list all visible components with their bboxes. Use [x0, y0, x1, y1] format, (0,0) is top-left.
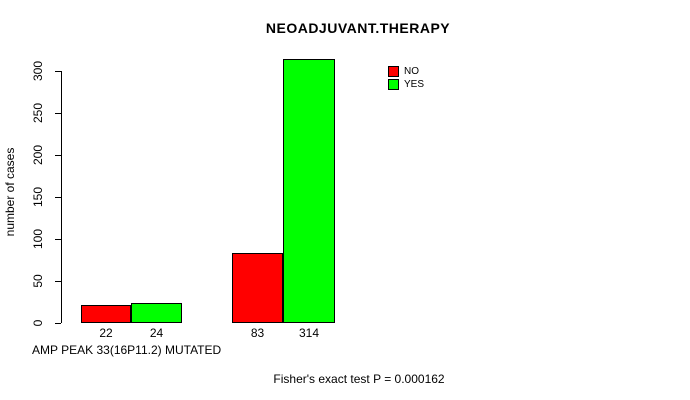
bar-yes-group1: [131, 303, 182, 323]
bar-no-group1: [81, 305, 131, 323]
fisher-test-annotation: Fisher's exact test P = 0.000162: [273, 372, 445, 386]
y-axis-tick-label: 50: [31, 274, 45, 288]
y-axis-tick-label: 300: [31, 60, 45, 82]
y-axis-tick-label: 250: [31, 102, 45, 124]
bar-value-label: 314: [298, 326, 320, 340]
y-axis-tick: [55, 113, 61, 114]
legend-label-no: NO: [404, 66, 419, 77]
y-axis-tick: [55, 197, 61, 198]
legend-label-yes: YES: [404, 79, 425, 90]
y-axis-tick-label: 200: [31, 144, 45, 166]
bar-value-label: 83: [250, 326, 265, 340]
legend-item-no: NO: [388, 65, 424, 78]
bar-yes-group2: [283, 59, 335, 323]
bar-value-label: 22: [99, 326, 113, 340]
y-axis-tick: [55, 155, 61, 156]
bar-value-label: 24: [149, 326, 164, 340]
y-axis-tick: [55, 239, 61, 240]
bar-no-group2: [232, 253, 283, 323]
y-axis-tick: [55, 323, 61, 324]
y-axis-tick: [55, 71, 61, 72]
x-axis-title: AMP PEAK 33(16P11.2) MUTATED: [32, 343, 222, 357]
legend-swatch-no: [388, 66, 399, 77]
y-axis-tick-label: 0: [31, 319, 45, 327]
chart-legend: NO YES: [388, 65, 424, 91]
chart-title: NEOADJUVANT.THERAPY: [265, 20, 451, 36]
y-axis-tick-label: 100: [31, 228, 45, 250]
y-axis-line: [61, 71, 62, 323]
y-axis-tick-label: 150: [31, 186, 45, 208]
legend-swatch-yes: [388, 79, 399, 90]
y-axis-tick: [55, 281, 61, 282]
legend-item-yes: YES: [388, 78, 424, 91]
